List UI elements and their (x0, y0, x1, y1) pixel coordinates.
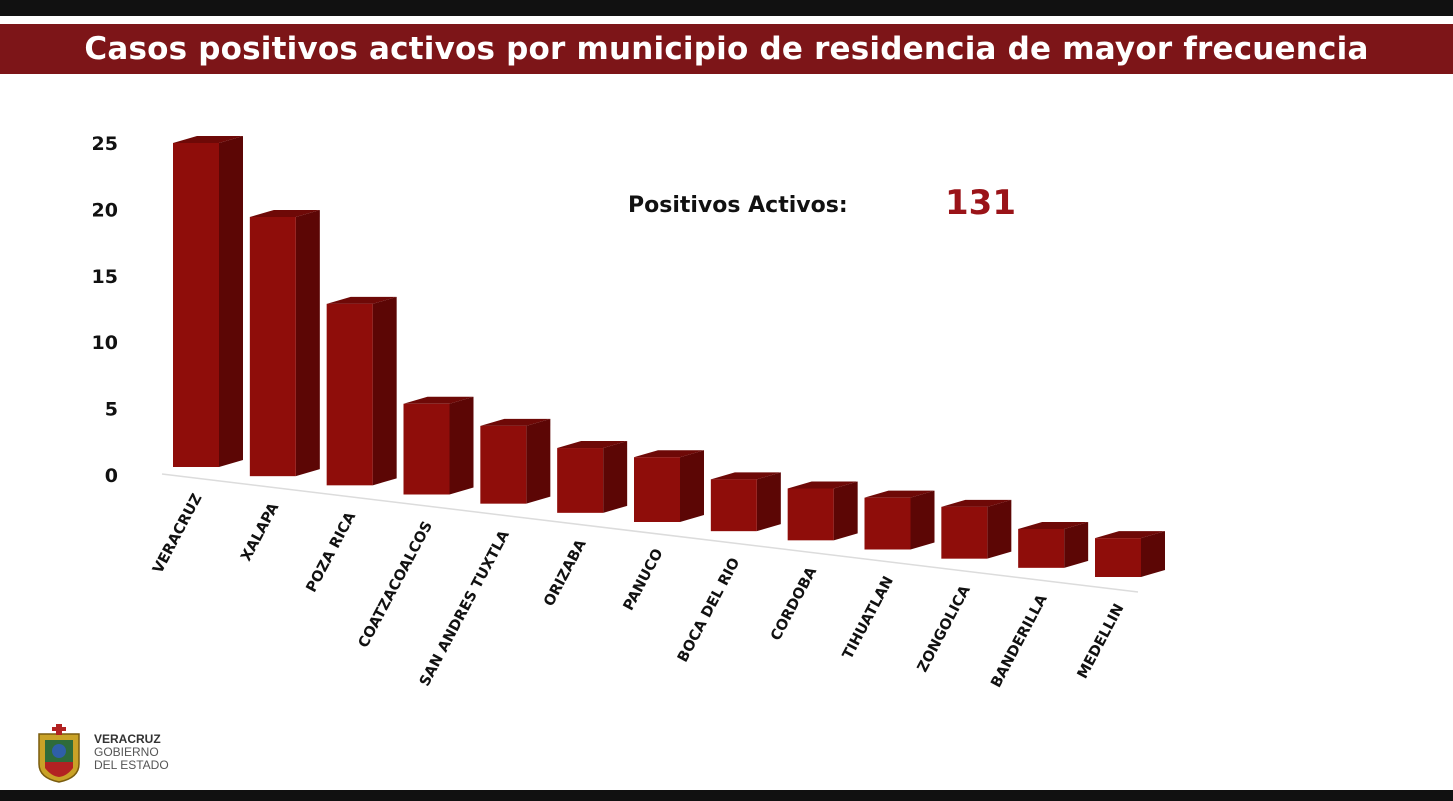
government-logo-text: VERACRUZ GOBIERNO DEL ESTADO (94, 733, 169, 772)
bar-top (787, 481, 858, 489)
bar-top (480, 418, 551, 426)
bar-top (864, 490, 935, 498)
x-category-label: VERACRUZ (150, 491, 205, 576)
x-category-label: CORDOBA (768, 564, 820, 644)
bar-top (1018, 521, 1089, 529)
bar-top (173, 136, 243, 143)
x-axis-floor-line (161, 473, 1139, 593)
bar (710, 479, 757, 532)
y-tick-label: 10 (92, 332, 118, 354)
bar (173, 143, 219, 467)
bar-top (941, 499, 1012, 507)
bar-top (710, 472, 781, 480)
y-tick-label: 5 (105, 399, 118, 421)
bar-top (634, 450, 704, 458)
x-category-label: BANDERILLA (988, 592, 1051, 691)
positivos-activos-value: 131 (945, 183, 1016, 223)
bar-side (756, 472, 781, 532)
bar (1018, 528, 1065, 568)
x-category-label: POZA RICA (304, 509, 360, 595)
bar-side (833, 481, 858, 541)
bar-side (987, 499, 1012, 559)
y-tick-label: 20 (92, 199, 118, 221)
bar (941, 506, 988, 559)
bar (480, 425, 527, 504)
bar (1095, 538, 1141, 577)
top-frame-bar (0, 0, 1453, 16)
bar-side (449, 396, 474, 495)
bar (326, 303, 373, 486)
bar-side (526, 418, 551, 504)
bar (557, 448, 604, 513)
logo-line-3: DEL ESTADO (94, 758, 169, 772)
bar-side (1141, 531, 1165, 577)
x-category-label: BOCA DEL RIO (675, 556, 743, 665)
x-category-label: ZONGOLICA (915, 582, 974, 675)
bottom-frame-bar (0, 790, 1453, 801)
chart-title: Casos positivos activos por municipio de… (84, 31, 1369, 67)
bar (864, 497, 911, 550)
bar-top (249, 209, 320, 217)
bar-side (219, 136, 243, 467)
bar (787, 488, 834, 541)
bar-side (680, 450, 704, 522)
bar-side (372, 296, 397, 486)
y-tick-label: 15 (92, 266, 118, 288)
y-tick-label: 0 (105, 465, 118, 487)
bar (403, 403, 450, 495)
bar-side (603, 441, 628, 513)
bar-top (1095, 531, 1165, 539)
logo-line-2: GOBIERNO (94, 745, 159, 759)
veracruz-coat-of-arms-icon (38, 724, 80, 783)
bar-side (295, 209, 320, 477)
x-category-label: MEDELLIN (1075, 601, 1128, 681)
logo-line-1: VERACRUZ (94, 732, 161, 746)
x-category-label: COATZACOALCOS (356, 519, 436, 651)
title-banner: Casos positivos activos por municipio de… (0, 24, 1453, 74)
bar (634, 457, 680, 522)
bar-side (910, 490, 935, 550)
x-category-label: ORIZABA (541, 537, 590, 610)
x-category-label: SAN ANDRES TUXTLA (417, 527, 513, 689)
bar-top (403, 396, 474, 404)
positivos-activos-label: Positivos Activos: (628, 193, 848, 218)
bar-top (326, 296, 397, 304)
bar-side (1064, 521, 1089, 568)
x-category-label: PANUCO (621, 546, 667, 613)
y-tick-label: 25 (92, 133, 118, 155)
bar (249, 216, 296, 477)
bar-top (557, 441, 628, 449)
x-category-label: XALAPA (238, 500, 282, 564)
x-category-label: TIHUATLAN (840, 574, 897, 662)
